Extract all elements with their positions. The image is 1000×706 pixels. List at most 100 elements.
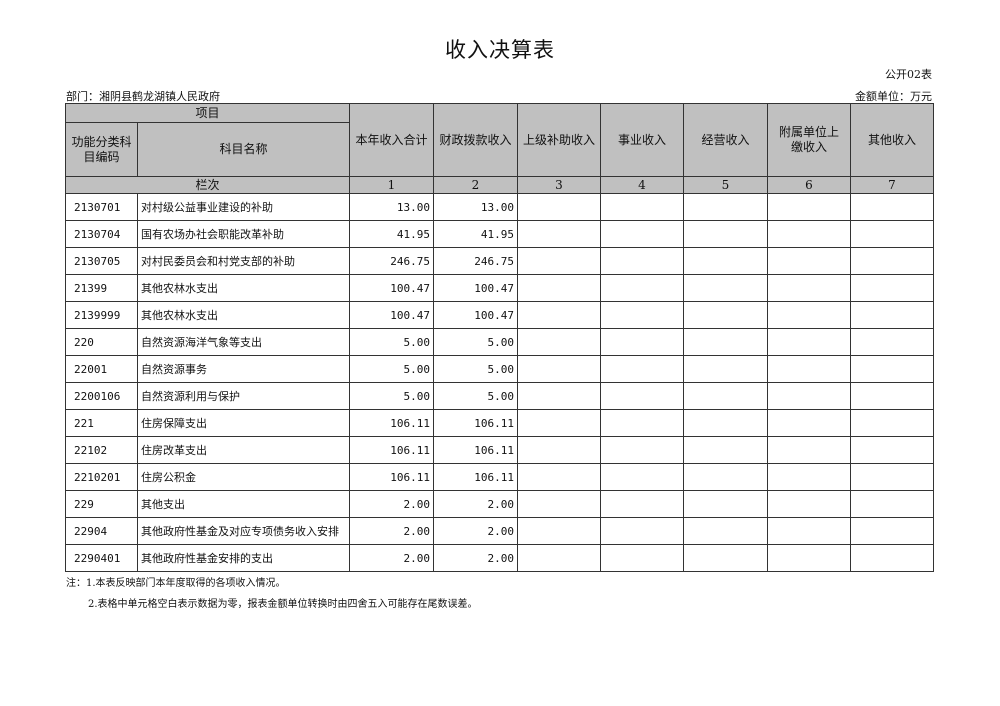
- row-total: 13.00: [349, 193, 434, 221]
- amount-unit: 金额单位：万元: [855, 90, 932, 103]
- row-fiscal: 100.47: [433, 274, 518, 302]
- col-header: 附属单位上缴收入: [767, 103, 851, 177]
- row-operating: [683, 247, 768, 275]
- col-number: 1: [349, 176, 434, 194]
- col-number: 4: [600, 176, 684, 194]
- row-superior: [517, 274, 601, 302]
- row-superior: [517, 436, 601, 464]
- row-affiliate: [767, 355, 851, 383]
- row-affiliate: [767, 517, 851, 545]
- col-number: 7: [850, 176, 934, 194]
- row-code: 22102: [65, 436, 138, 464]
- row-name: 住房改革支出: [137, 436, 350, 464]
- row-other: [850, 328, 934, 356]
- row-affiliate: [767, 463, 851, 491]
- row-name: 其他支出: [137, 490, 350, 518]
- row-business: [600, 517, 684, 545]
- row-operating: [683, 355, 768, 383]
- row-other: [850, 301, 934, 329]
- footnotes: 注：1.本表反映部门本年度取得的各项收入情况。 2.表格中单元格空白表示数据为零…: [66, 573, 478, 615]
- row-code: 2130705: [65, 247, 138, 275]
- row-affiliate: [767, 301, 851, 329]
- row-fiscal: 5.00: [433, 328, 518, 356]
- row-code: 2130701: [65, 193, 138, 221]
- row-business: [600, 193, 684, 221]
- row-other: [850, 463, 934, 491]
- row-affiliate: [767, 274, 851, 302]
- row-fiscal: 5.00: [433, 382, 518, 410]
- row-affiliate: [767, 382, 851, 410]
- row-fiscal: 106.11: [433, 409, 518, 437]
- row-code: 22904: [65, 517, 138, 545]
- row-other: [850, 193, 934, 221]
- note-1: 注：1.本表反映部门本年度取得的各项收入情况。: [66, 578, 286, 589]
- row-fiscal: 100.47: [433, 301, 518, 329]
- form-number: 公开02表: [885, 68, 932, 81]
- row-fiscal: 2.00: [433, 517, 518, 545]
- row-business: [600, 301, 684, 329]
- row-name: 国有农场办社会职能改革补助: [137, 220, 350, 248]
- row-superior: [517, 490, 601, 518]
- row-other: [850, 220, 934, 248]
- row-business: [600, 247, 684, 275]
- row-business: [600, 463, 684, 491]
- row-superior: [517, 382, 601, 410]
- col-header: 本年收入合计: [349, 103, 434, 177]
- row-business: [600, 382, 684, 410]
- row-business: [600, 490, 684, 518]
- table-row: 2139999 其他农林水支出 100.47 100.47: [65, 301, 934, 329]
- col-number: 6: [767, 176, 851, 194]
- table-row: 2130704 国有农场办社会职能改革补助 41.95 41.95: [65, 220, 934, 248]
- row-other: [850, 544, 934, 572]
- table-row: 22904 其他政府性基金及对应专项债务收入安排 2.00 2.00: [65, 517, 934, 545]
- row-other: [850, 355, 934, 383]
- row-superior: [517, 463, 601, 491]
- row-code: 2290401: [65, 544, 138, 572]
- col-header: 其他收入: [850, 103, 934, 177]
- col-header: 上级补助收入: [517, 103, 601, 177]
- row-operating: [683, 517, 768, 545]
- row-other: [850, 490, 934, 518]
- row-code: 21399: [65, 274, 138, 302]
- row-operating: [683, 274, 768, 302]
- row-other: [850, 382, 934, 410]
- table-row: 2200106 自然资源利用与保护 5.00 5.00: [65, 382, 934, 410]
- row-total: 106.11: [349, 463, 434, 491]
- row-operating: [683, 490, 768, 518]
- row-total: 100.47: [349, 274, 434, 302]
- row-total: 5.00: [349, 382, 434, 410]
- row-affiliate: [767, 436, 851, 464]
- code-header: 功能分类科目编码: [65, 122, 138, 177]
- table-row: 2130705 对村民委员会和村党支部的补助 246.75 246.75: [65, 247, 934, 275]
- row-name: 其他政府性基金安排的支出: [137, 544, 350, 572]
- table-row: 2210201 住房公积金 106.11 106.11: [65, 463, 934, 491]
- row-affiliate: [767, 220, 851, 248]
- row-operating: [683, 544, 768, 572]
- row-fiscal: 106.11: [433, 463, 518, 491]
- row-total: 5.00: [349, 328, 434, 356]
- row-superior: [517, 247, 601, 275]
- row-name: 自然资源海洋气象等支出: [137, 328, 350, 356]
- row-affiliate: [767, 490, 851, 518]
- row-affiliate: [767, 193, 851, 221]
- department: 部门：湘阴县鹤龙湖镇人民政府: [66, 90, 220, 103]
- row-affiliate: [767, 544, 851, 572]
- row-superior: [517, 517, 601, 545]
- row-superior: [517, 220, 601, 248]
- row-other: [850, 274, 934, 302]
- row-total: 2.00: [349, 490, 434, 518]
- row-name: 对村民委员会和村党支部的补助: [137, 247, 350, 275]
- table-row: 21399 其他农林水支出 100.47 100.47: [65, 274, 934, 302]
- row-superior: [517, 355, 601, 383]
- row-fiscal: 246.75: [433, 247, 518, 275]
- row-fiscal: 13.00: [433, 193, 518, 221]
- col-number: 5: [683, 176, 768, 194]
- row-fiscal: 2.00: [433, 490, 518, 518]
- row-operating: [683, 193, 768, 221]
- row-total: 2.00: [349, 517, 434, 545]
- name-header: 科目名称: [137, 122, 350, 177]
- row-name: 自然资源事务: [137, 355, 350, 383]
- row-operating: [683, 382, 768, 410]
- table-row: 2290401 其他政府性基金安排的支出 2.00 2.00: [65, 544, 934, 572]
- row-code: 220: [65, 328, 138, 356]
